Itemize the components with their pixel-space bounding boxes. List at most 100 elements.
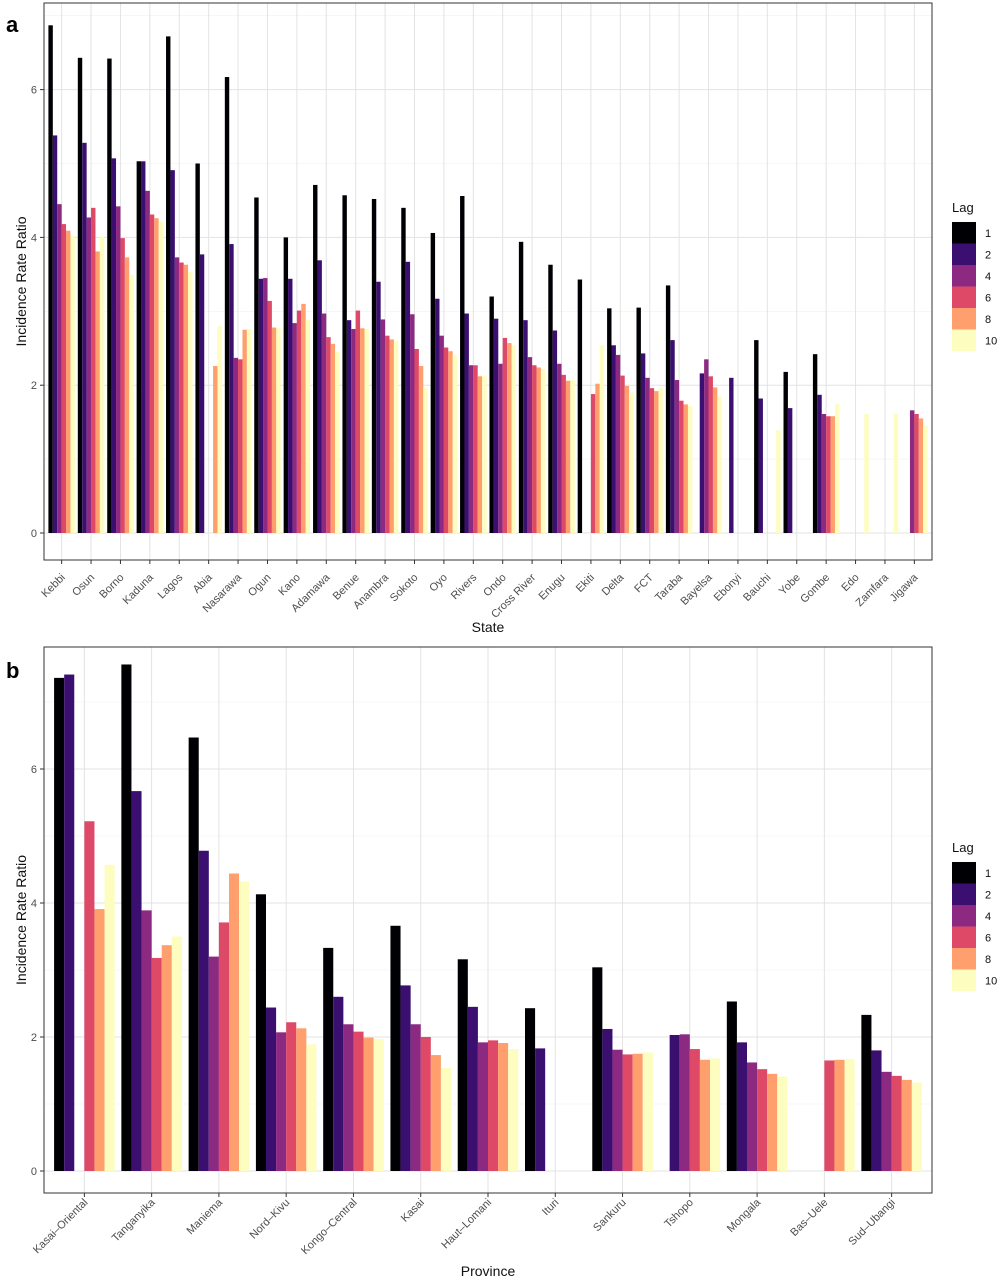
bar-edo-lag-10	[864, 414, 869, 533]
bar-osun-lag-6	[91, 207, 96, 533]
bar-mongala-lag-8	[767, 1073, 778, 1171]
bar-fct-lag-4	[645, 377, 650, 533]
x-tick-label: Tshopo	[662, 1197, 696, 1231]
bar-sokoto-lag-2	[405, 261, 411, 533]
bar-adamawa-lag-1	[313, 184, 318, 533]
bar-yobe-lag-1	[783, 371, 788, 533]
bar-benue-lag-10	[364, 329, 369, 533]
bar-mongala-lag-6	[757, 1069, 768, 1171]
bar-nord-kivu-lag-2	[266, 1007, 277, 1171]
bar-kaduna-lag-6	[149, 214, 155, 534]
legend-label: 2	[985, 249, 991, 261]
bar-tshopo-lag-8	[699, 1059, 710, 1171]
bar-bas-uele-lag-6	[824, 1060, 835, 1171]
bar-kaduna-lag-2	[141, 161, 146, 533]
bar-benue-lag-6	[355, 310, 361, 533]
bar-bauchi-lag-2	[758, 398, 763, 533]
bar-anambra-lag-6	[385, 335, 390, 533]
bar-nord-kivu-lag-10	[306, 1044, 317, 1171]
bar-ondo-lag-10	[511, 345, 516, 533]
bar-sankuru-lag-4	[612, 1049, 623, 1171]
bar-borno-lag-4	[116, 206, 121, 534]
legend-key-lag-6	[952, 286, 976, 308]
y-tick-label: 2	[31, 1032, 37, 1044]
x-tick-label: Mongala	[725, 1196, 764, 1235]
y-tick-label: 4	[31, 898, 37, 910]
bar-ituri-lag-1	[525, 1008, 536, 1171]
x-axis-title: State	[472, 619, 505, 635]
legend-key-lag-8	[952, 948, 976, 970]
bar-lagos-lag-10	[188, 272, 193, 533]
bar-ogun-lag-8	[271, 327, 277, 533]
x-tick-label: Kasai–Oriental	[31, 1197, 91, 1257]
y-tick-label: 6	[31, 85, 37, 97]
bar-kongo-central-lag-6	[353, 1031, 364, 1171]
bar-nord-kivu-lag-8	[296, 1028, 307, 1171]
x-tick-label: Oyo	[427, 572, 450, 595]
bar-rivers-lag-10	[482, 375, 487, 533]
bar-nord-kivu-lag-6	[286, 1022, 297, 1171]
bar-bauchi-lag-1	[754, 340, 759, 533]
legend: Lag 1 2 4 6 8 10	[952, 200, 997, 351]
legend-title: Lag	[952, 200, 974, 215]
bar-osun-lag-8	[95, 251, 100, 533]
bar-borno-lag-6	[120, 238, 125, 533]
x-tick-label: Osun	[70, 572, 97, 599]
legend-key-lag-6	[952, 926, 976, 948]
bar-enugu-lag-2	[552, 330, 558, 533]
bar-haut-lomani-lag-4	[477, 1042, 488, 1171]
x-tick-label: Lagos	[156, 571, 186, 601]
x-tick-label: Abia	[191, 571, 216, 596]
bar-borno-lag-1	[107, 58, 112, 534]
bar-sokoto-lag-1	[401, 207, 406, 533]
bar-kasai-oriental-lag-6	[84, 821, 95, 1171]
legend-key-lag-1	[952, 862, 976, 884]
bar-haut-lomani-lag-6	[488, 1040, 499, 1171]
bar-abia-lag-2	[199, 254, 205, 533]
legend-key-lag-8	[952, 308, 976, 330]
bar-kongo-central-lag-1	[323, 947, 334, 1171]
bar-abia-lag-1	[195, 163, 200, 533]
legend-title: Lag	[952, 840, 974, 855]
bar-gombe-lag-1	[812, 354, 818, 533]
bar-bayelsa-lag-8	[712, 387, 718, 533]
bar-borno-lag-10	[129, 275, 134, 533]
x-tick-label: Ondo	[481, 572, 509, 600]
bar-benue-lag-2	[346, 320, 352, 533]
bar-yobe-lag-2	[787, 408, 793, 533]
bar-cross-river-lag-4	[527, 357, 533, 533]
bar-delta-lag-1	[607, 308, 612, 533]
bar-enugu-lag-8	[565, 380, 571, 533]
legend-key-lag-1	[952, 222, 976, 244]
bar-sud-ubangi-lag-4	[881, 1071, 892, 1171]
bar-gombe-lag-10	[834, 403, 840, 533]
bar-kasai-lag-2	[400, 985, 411, 1171]
bar-gombe-lag-6	[826, 416, 831, 533]
bar-cross-river-lag-2	[523, 320, 528, 533]
bar-bauchi-lag-10	[776, 430, 781, 533]
bar-sankuru-lag-10	[642, 1052, 653, 1171]
bar-tshopo-lag-2	[669, 1034, 680, 1171]
bar-kaduna-lag-10	[158, 221, 164, 533]
bar-kano-lag-4	[292, 323, 297, 533]
bar-taraba-lag-4	[674, 380, 680, 533]
bar-tshopo-lag-10	[710, 1058, 721, 1171]
x-tick-label: Zamfara	[854, 571, 892, 609]
bar-kasai-oriental-lag-2	[64, 674, 75, 1171]
bar-kongo-central-lag-2	[333, 996, 344, 1171]
bar-kebbi-lag-10	[70, 235, 75, 534]
x-tick-label: Kano	[276, 572, 303, 599]
bar-kasai-oriental-lag-1	[54, 677, 65, 1171]
bar-kasai-lag-4	[410, 1024, 421, 1171]
bar-tanganyika-lag-6	[151, 957, 162, 1171]
legend-key-lag-4	[952, 265, 976, 287]
bar-benue-lag-1	[342, 195, 347, 533]
x-tick-label: Bauchi	[741, 572, 773, 604]
x-tick-label: Jigawa	[888, 571, 921, 604]
legend-label: 6	[985, 292, 991, 304]
bar-nasarawa-lag-4	[233, 357, 239, 533]
bar-fct-lag-10	[658, 388, 663, 533]
bar-sankuru-lag-1	[592, 967, 603, 1171]
bar-maniema-lag-1	[188, 737, 199, 1171]
